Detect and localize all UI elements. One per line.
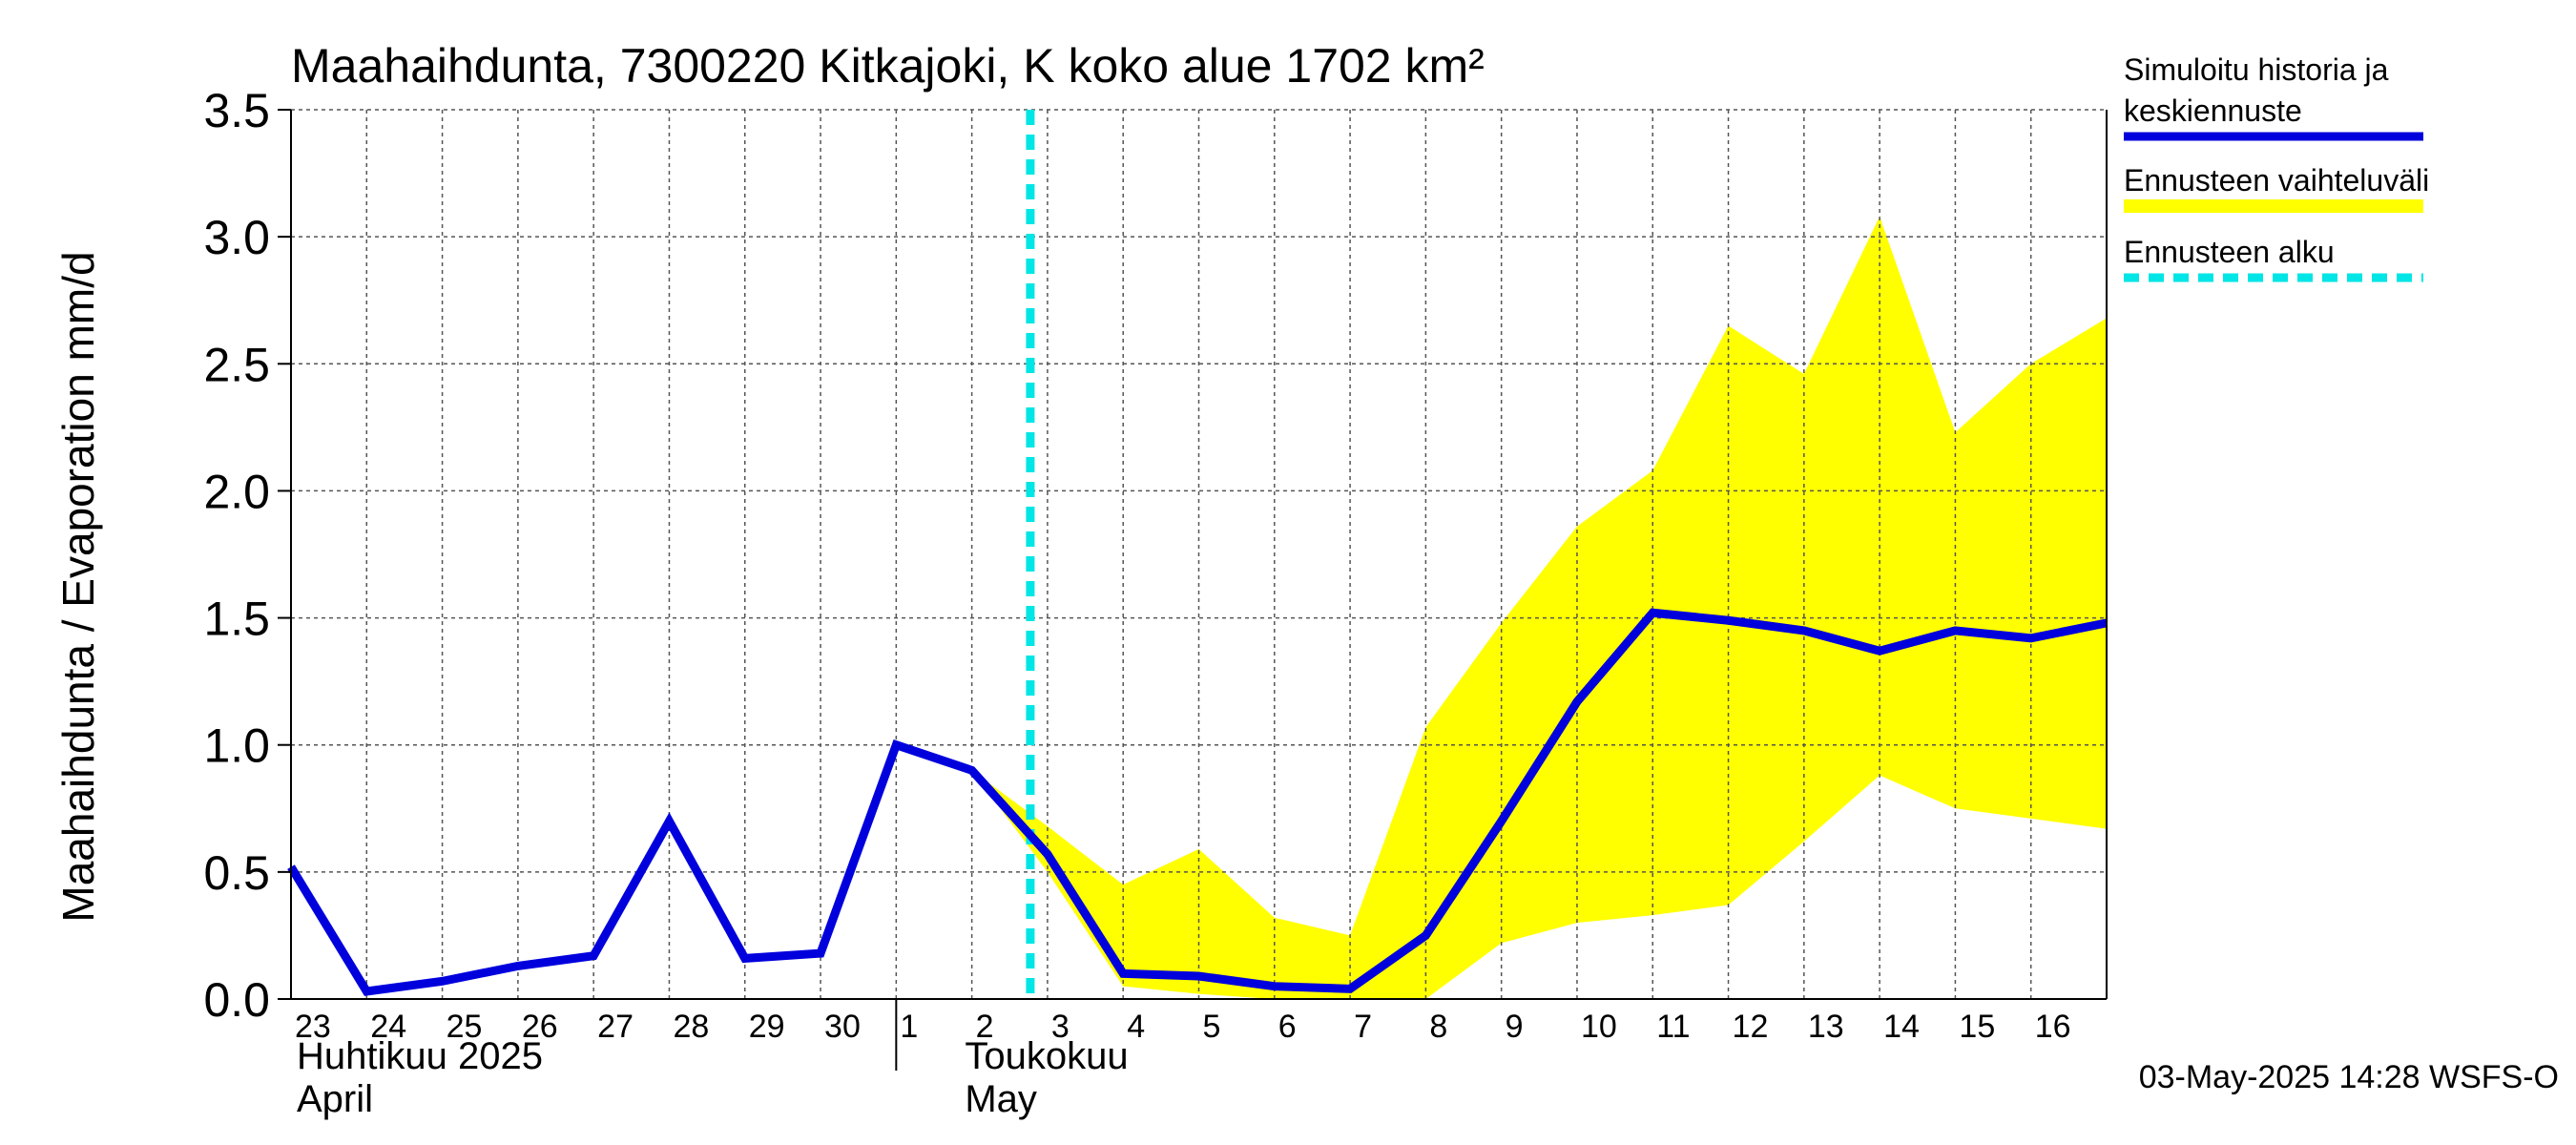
x-tick-label: 25	[447, 1009, 483, 1045]
series-layer	[287, 110, 2108, 999]
month-label-english: May	[965, 1078, 1037, 1120]
x-tick-label: 30	[824, 1009, 861, 1045]
x-tick-label: 27	[597, 1009, 634, 1045]
legend-label-simulated-line2: keskiennuste	[2124, 94, 2302, 128]
y-tick-label: 3.5	[203, 84, 270, 137]
x-tick-label: 11	[1656, 1009, 1690, 1045]
y-tick-label: 1.5	[203, 593, 270, 646]
chart-title: Maahaihdunta, 7300220 Kitkajoki, K koko …	[291, 39, 1485, 93]
x-tick-label: 16	[2035, 1009, 2071, 1045]
x-tick-label: 9	[1506, 1009, 1524, 1045]
y-tick-label: 2.5	[203, 338, 270, 391]
y-tick-label: 3.0	[203, 211, 270, 264]
grid-layer	[291, 109, 2107, 999]
month-label: Toukokuu	[965, 1035, 1128, 1077]
timestamp-label: 03-May-2025 14:28 WSFS-O	[2139, 1059, 2559, 1095]
x-tick-label: 7	[1354, 1009, 1372, 1045]
x-tick-label: 5	[1203, 1009, 1221, 1045]
x-tick-label: 8	[1429, 1009, 1447, 1045]
series-line-simulated	[287, 608, 2108, 996]
y-axis-label: Maahaihdunta / Evaporation mm/d	[53, 251, 103, 922]
x-tick-label: 14	[1883, 1009, 1920, 1045]
x-tick-label: 2	[976, 1009, 994, 1045]
legend-label-range: Ennusteen vaihteluväli	[2124, 163, 2429, 198]
x-tick-label: 26	[522, 1009, 558, 1045]
x-tick-label: 28	[673, 1009, 709, 1045]
x-tick-label: 10	[1581, 1009, 1617, 1045]
forecast-range-band	[971, 216, 2107, 1000]
y-tick-label: 0.0	[203, 973, 270, 1027]
x-tick-label: 1	[900, 1009, 918, 1045]
x-tick-label: 29	[749, 1009, 785, 1045]
legend-label-forecast-start: Ennusteen alku	[2124, 235, 2335, 269]
x-tick-label: 12	[1733, 1009, 1769, 1045]
x-tick-label: 23	[295, 1009, 331, 1045]
x-tick-label: 15	[1959, 1009, 1995, 1045]
y-tick-label: 0.5	[203, 846, 270, 900]
month-label-english: April	[297, 1078, 373, 1120]
x-tick-label: 4	[1127, 1009, 1145, 1045]
x-tick-label: 24	[370, 1009, 406, 1045]
y-tick-label: 1.0	[203, 719, 270, 773]
legend: Simuloitu historia ja keskiennuste Ennuste…	[2124, 52, 2429, 282]
month-label: Huhtikuu 2025	[297, 1035, 543, 1077]
forecast-range-layer	[971, 216, 2107, 1000]
x-tick-label: 6	[1278, 1009, 1297, 1045]
legend-label-simulated: Simuloitu historia ja	[2124, 52, 2389, 87]
x-tick-label: 3	[1051, 1009, 1070, 1045]
x-tick-label: 13	[1808, 1009, 1844, 1045]
axes-layer: 0.00.51.01.52.02.53.03.523 24 25 26 27 28 29 30…	[203, 84, 2108, 1120]
y-tick-label: 2.0	[203, 465, 270, 518]
